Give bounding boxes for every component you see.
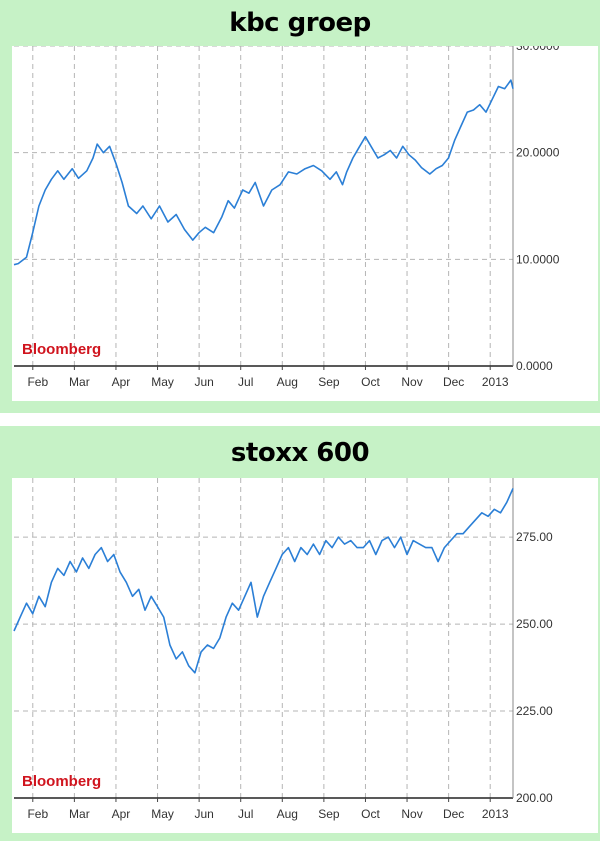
x-tick-label: Feb xyxy=(27,807,48,821)
series-line xyxy=(13,488,514,674)
y-tick-label: 30.0000 xyxy=(516,46,560,53)
x-tick-label: Oct xyxy=(361,807,380,821)
series-line xyxy=(13,79,514,266)
x-tick-label: Jun xyxy=(194,375,213,389)
y-tick-label: 0.0000 xyxy=(516,359,553,373)
x-tick-label: 2013 xyxy=(482,375,509,389)
x-tick-label: Mar xyxy=(69,375,90,389)
line-chart-kbc-groep: Feb Mar Apr May Jun Jul Aug Sep Oct Nov Dec 2013 0.0… xyxy=(13,46,560,389)
x-tick-label: Oct xyxy=(361,375,380,389)
x-tick-label: May xyxy=(151,375,174,389)
x-tick-label: Sep xyxy=(318,375,340,389)
source-label: Bloomberg xyxy=(22,773,101,790)
plot-area: Feb Mar Apr May Jun Jul Aug Sep Oct Nov Dec 2013 200… xyxy=(12,478,598,833)
x-tick-label: Aug xyxy=(277,807,298,821)
x-tick-label: Apr xyxy=(112,375,131,389)
chart-panel-stoxx-600: stoxx 600 Feb Mar Apr May Jun Jul Aug Sep Oct Nov… xyxy=(0,426,600,841)
x-tick-label: Mar xyxy=(69,807,90,821)
x-tick-label: May xyxy=(151,807,174,821)
x-tick-label: Jun xyxy=(194,807,213,821)
chart-title: kbc groep xyxy=(229,8,371,38)
chart-panel-kbc-groep: kbc groep Feb Mar Apr May Jun Jul Aug Sep Oct Nov… xyxy=(0,0,600,413)
y-tick-label: 200.00 xyxy=(516,791,553,805)
x-tick-label: Apr xyxy=(112,807,131,821)
x-tick-label: Jul xyxy=(238,375,253,389)
chart-title: stoxx 600 xyxy=(230,438,370,468)
y-tick-label: 10.0000 xyxy=(516,252,560,266)
plot-area: Feb Mar Apr May Jun Jul Aug Sep Oct Nov Dec 2013 0.0… xyxy=(12,46,598,401)
x-tick-label: Feb xyxy=(27,375,48,389)
x-tick-label: Sep xyxy=(318,807,340,821)
y-tick-label: 275.00 xyxy=(516,530,553,544)
grid xyxy=(14,478,513,799)
y-tick-label: 20.0000 xyxy=(516,146,560,160)
y-tick-label: 225.00 xyxy=(516,704,553,718)
x-tick-label: Nov xyxy=(401,375,422,389)
line-chart-stoxx-600: Feb Mar Apr May Jun Jul Aug Sep Oct Nov Dec 2013 200… xyxy=(13,478,553,821)
x-tick-label: Dec xyxy=(443,375,464,389)
x-tick-label: Jul xyxy=(238,807,253,821)
y-tick-label: 250.00 xyxy=(516,617,553,631)
x-tick-label: Nov xyxy=(401,807,422,821)
x-tick-label: Dec xyxy=(443,807,464,821)
x-tick-label: Aug xyxy=(277,375,298,389)
x-tick-label: 2013 xyxy=(482,807,509,821)
source-label: Bloomberg xyxy=(22,341,101,358)
